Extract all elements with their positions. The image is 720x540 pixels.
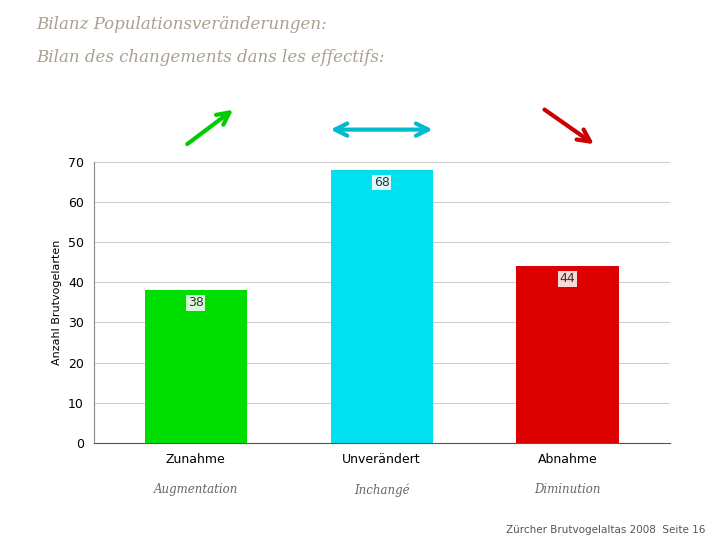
Text: 44: 44	[559, 272, 575, 285]
Text: Inchangé: Inchangé	[354, 483, 410, 497]
Text: 38: 38	[188, 296, 204, 309]
Text: Bilan des changements dans les effectifs:: Bilan des changements dans les effectifs…	[36, 49, 384, 65]
Text: Zürcher Brutvogelaltas 2008  Seite 16: Zürcher Brutvogelaltas 2008 Seite 16	[506, 524, 706, 535]
Text: Diminution: Diminution	[534, 483, 600, 496]
Bar	[145, 291, 247, 443]
Text: Bilanz Populationsveränderungen:: Bilanz Populationsveränderungen:	[36, 16, 327, 33]
Y-axis label: Anzahl Brutvogelarten: Anzahl Brutvogelarten	[53, 240, 63, 365]
Text: Augmentation: Augmentation	[153, 483, 238, 496]
Text: 68: 68	[374, 176, 390, 189]
Bar	[330, 170, 433, 443]
Bar	[516, 266, 618, 443]
